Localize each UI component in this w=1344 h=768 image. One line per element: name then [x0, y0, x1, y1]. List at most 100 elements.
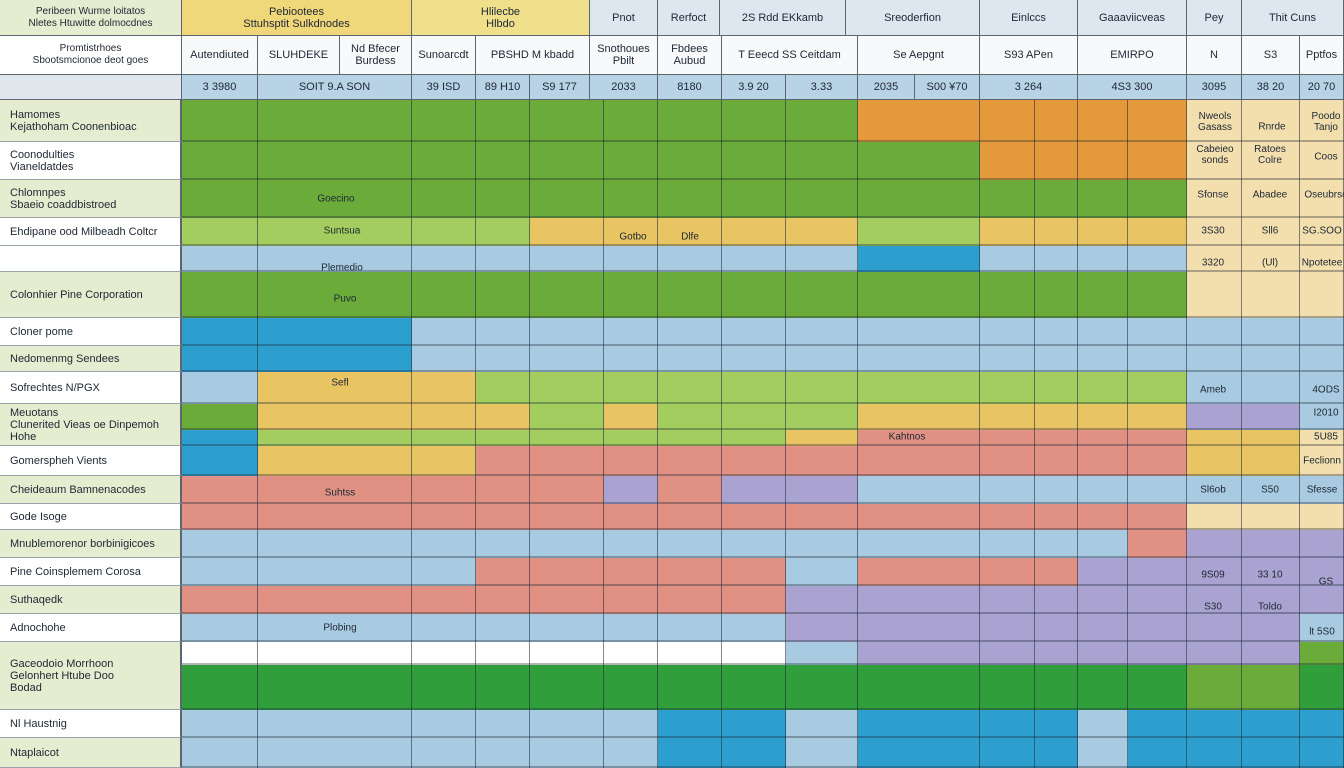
- grid-cell: [786, 504, 858, 530]
- grid-cell: [258, 665, 412, 710]
- header-top-cell: Sreoderfion: [846, 0, 980, 36]
- row-label-text: Kejathoham Coonenbioac: [10, 120, 137, 133]
- grid-cell: [1242, 272, 1300, 318]
- grid-cell: [604, 476, 658, 504]
- header-value-cell: 2035: [858, 75, 915, 100]
- grid-cell: [980, 346, 1035, 372]
- grid-cell: [786, 738, 858, 768]
- header-second-cell: Snothoues Pbilt: [590, 36, 658, 75]
- grid-cell: [1300, 100, 1344, 142]
- grid-cell: [1242, 404, 1300, 430]
- grid-cell: [658, 272, 722, 318]
- row-label: Gomerspheh Vients: [0, 446, 182, 476]
- grid-cell: [786, 665, 858, 710]
- header-second-cell: Sunoarcdt: [412, 36, 476, 75]
- row-label-text: Gaceodoio Morrhoon: [10, 657, 114, 670]
- header-value-cell: 38 20: [1242, 75, 1300, 100]
- grid-cell: [258, 446, 412, 476]
- header-second-cell: SLUHDEKE: [258, 36, 340, 75]
- grid-cell: [980, 246, 1035, 272]
- grid-cell: [1128, 142, 1187, 180]
- grid-cell: [1078, 272, 1128, 318]
- grid-cell: [1035, 614, 1078, 642]
- grid-cell: [1242, 246, 1300, 272]
- grid-cell: [412, 100, 476, 142]
- grid-cell: [1035, 476, 1078, 504]
- cell-text: Suhtss: [324, 487, 356, 499]
- grid-cell: [412, 142, 476, 180]
- grid-cell: [1187, 142, 1242, 180]
- header-second-text: Pptfos: [1305, 49, 1338, 61]
- grid-cell: [722, 218, 786, 246]
- grid-cell: [1035, 218, 1078, 246]
- grid-cell: [1300, 218, 1344, 246]
- cell-text: S50: [1261, 484, 1279, 496]
- grid-cell: [1035, 642, 1078, 665]
- grid-cell: [980, 372, 1035, 404]
- grid-cell: [1035, 404, 1078, 430]
- row-label-text: Gelonhert Htube Doo: [10, 669, 114, 682]
- grid-cell: [258, 142, 412, 180]
- grid-cell: [722, 180, 786, 218]
- grid-cell: [182, 642, 258, 665]
- grid-cell: [258, 642, 412, 665]
- grid-cell: [1242, 430, 1300, 446]
- header-left: Peribeen Wurme loitatos Nletes Htuwitte d…: [0, 0, 182, 36]
- grid-cell: [786, 586, 858, 614]
- grid-cell: [1128, 100, 1187, 142]
- grid-cell: [476, 504, 530, 530]
- row-label-text: Sbaeio coaddbistroed: [10, 198, 117, 211]
- row-label-text: Colonhier Pine Corporation: [10, 288, 143, 301]
- header-top-cell: Thit Cuns: [1242, 0, 1344, 36]
- grid-cell: [858, 665, 980, 710]
- header-second-text: T Eeecd SS Ceitdam: [738, 49, 841, 61]
- grid-cell: [858, 142, 980, 180]
- grid-cell: [980, 710, 1035, 738]
- cell-text: Gotbo: [619, 231, 647, 243]
- grid-cell: [722, 504, 786, 530]
- cell-text: Npotetee: [1301, 257, 1343, 269]
- header-left-text: Promtistrhoes: [59, 43, 122, 54]
- grid-cell: [258, 476, 412, 504]
- grid-cell: [182, 346, 258, 372]
- row-label-text: Suthaqedk: [10, 593, 63, 606]
- grid-cell: [1128, 272, 1187, 318]
- grid-cell: [1078, 558, 1128, 586]
- grid-cell: [1078, 246, 1128, 272]
- row-label-text: Chlomnpes: [10, 186, 66, 199]
- row-label: Mnublemorenor borbinigicoes: [0, 530, 182, 558]
- header-value-cell: 3.33: [786, 75, 858, 100]
- grid-cell: [722, 614, 786, 642]
- grid-cell: [658, 446, 722, 476]
- grid-cell: [412, 430, 476, 446]
- cell-text: Feclionn: [1303, 455, 1341, 467]
- grid-cell: [1187, 710, 1242, 738]
- row-label: Ehdipane ood Milbeadh Coltcr: [0, 218, 182, 246]
- grid-cell: [980, 738, 1035, 768]
- grid-cell: [786, 246, 858, 272]
- header-value-cell: S00 ¥70: [915, 75, 980, 100]
- grid-cell: [858, 614, 980, 642]
- row-label-text: Coonodulties: [10, 148, 75, 161]
- grid-cell: [476, 446, 530, 476]
- cell-text: Rnrde: [1258, 121, 1286, 133]
- grid-cell: [980, 218, 1035, 246]
- row-label: Adnochohe: [0, 614, 182, 642]
- grid-cell: [858, 642, 980, 665]
- grid-cell: [658, 246, 722, 272]
- header-top-text: Pebiootees: [268, 5, 325, 18]
- grid-cell: [604, 272, 658, 318]
- row-label: Coonodulties Vianeldatdes: [0, 142, 182, 180]
- grid-cell: [858, 272, 980, 318]
- header-top-cell: Gaaaviicveas: [1078, 0, 1187, 36]
- grid-cell: [1128, 614, 1187, 642]
- grid-cell: [530, 346, 604, 372]
- grid-cell: [1078, 504, 1128, 530]
- grid-cell: [530, 272, 604, 318]
- cell-text: Sl6ob: [1200, 484, 1226, 496]
- grid-cell: [476, 246, 530, 272]
- grid-cell: [1300, 142, 1344, 180]
- row-label-text: Sofrechtes N/PGX: [10, 381, 100, 394]
- row-label: Pine Coinsplemem Corosa: [0, 558, 182, 586]
- row-label-text: Mnublemorenor borbinigicoes: [10, 537, 155, 550]
